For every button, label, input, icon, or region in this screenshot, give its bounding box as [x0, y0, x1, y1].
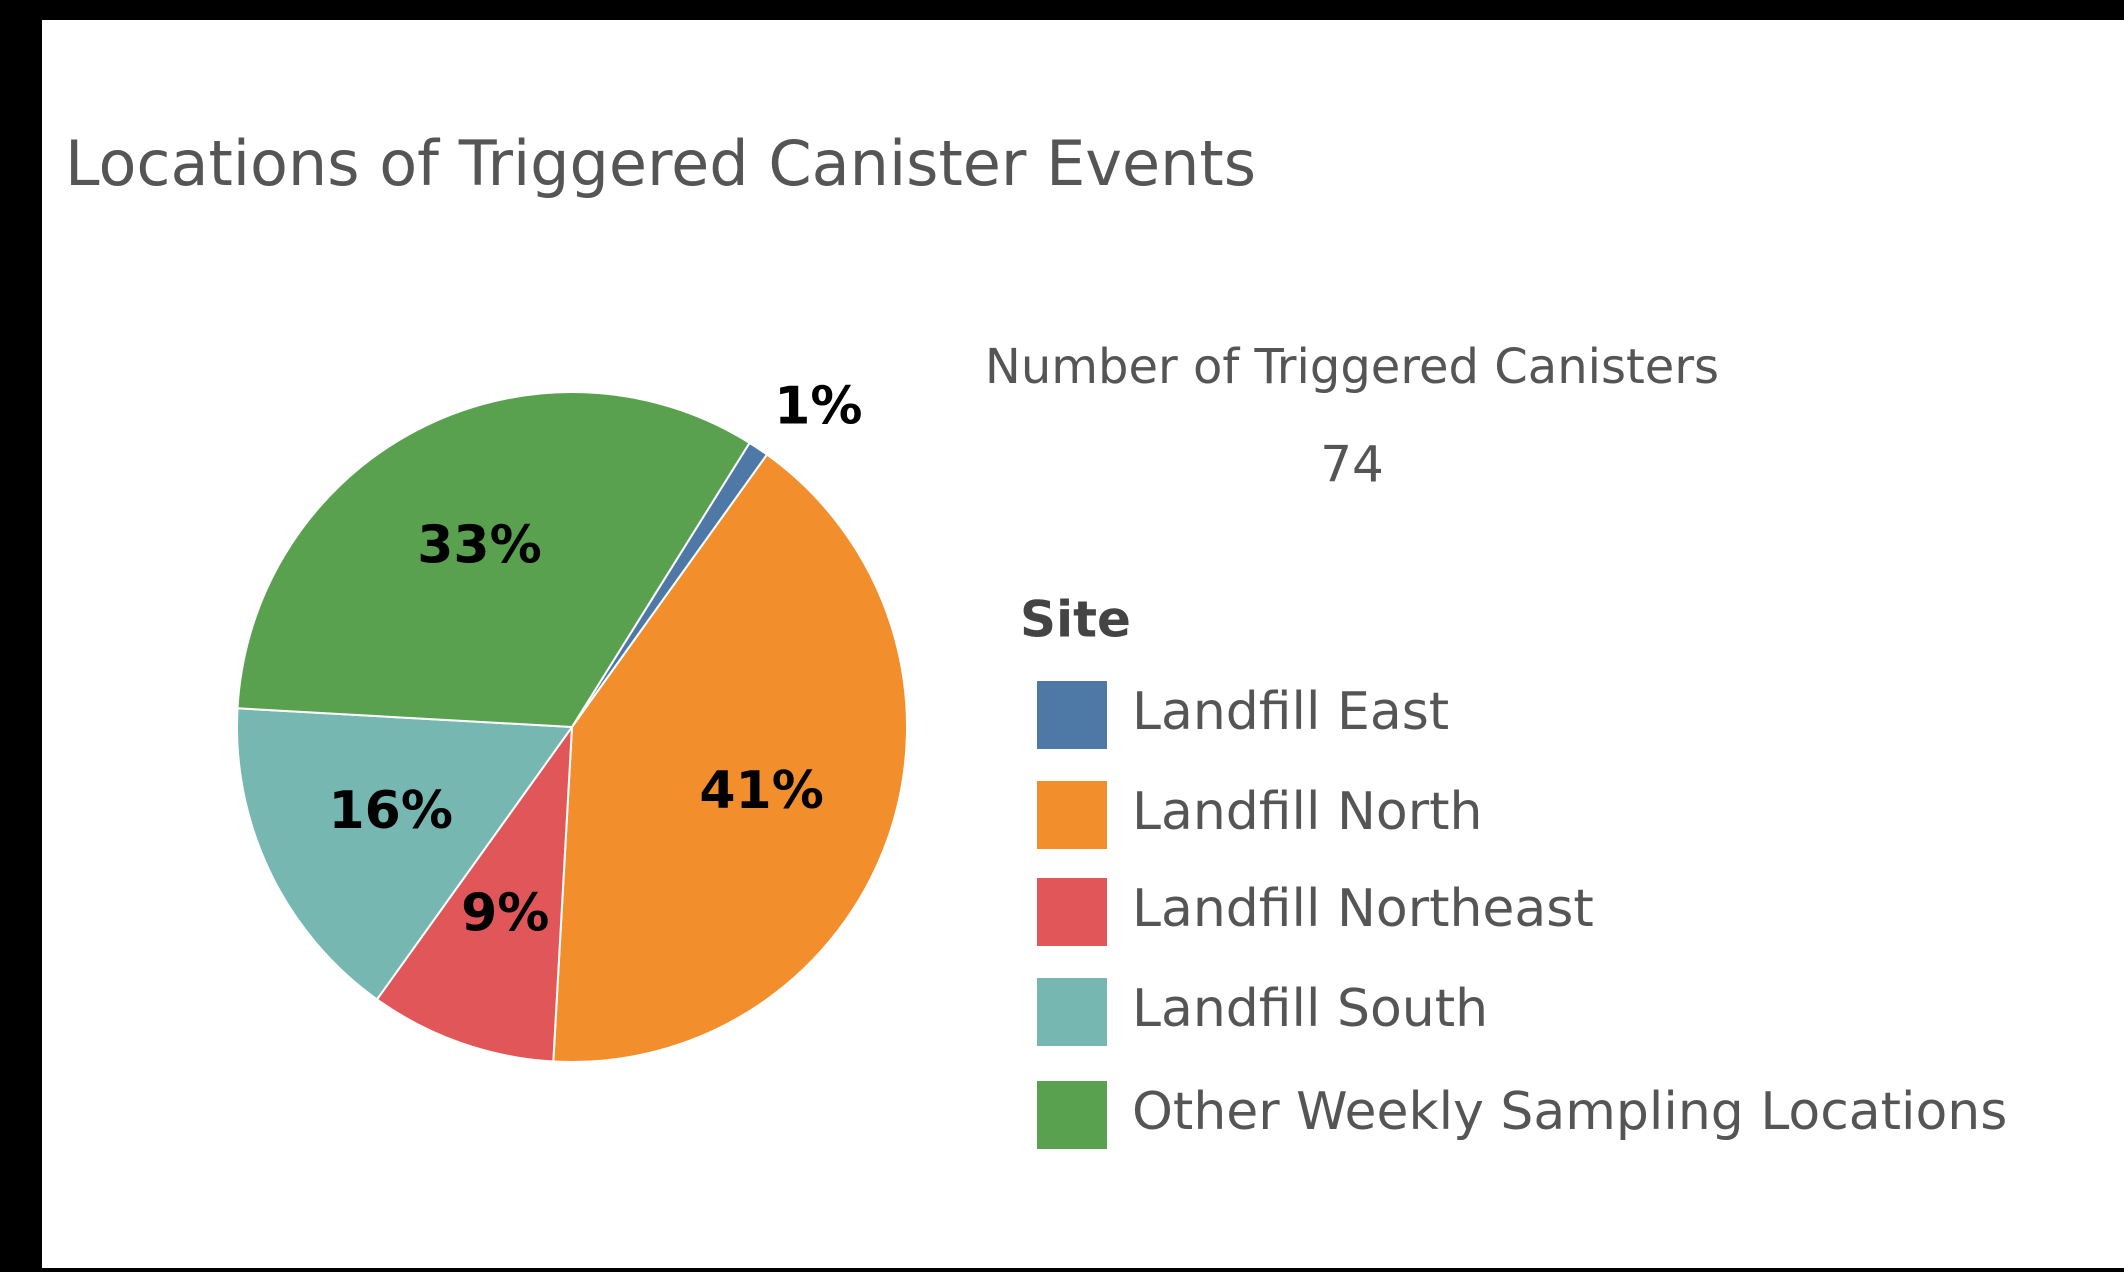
kpi-value: 74: [1320, 436, 1384, 494]
data-label: 1%: [774, 376, 862, 436]
pie-slice: [236, 707, 574, 1001]
pie-slice: [236, 391, 751, 729]
legend-title: Site: [1020, 591, 1131, 649]
data-label: 16%: [328, 781, 452, 841]
legend-label: Landfill East: [1132, 682, 1449, 742]
legend-label: Other Weekly Sampling Locations: [1132, 1082, 2007, 1142]
pie-slice: [375, 723, 574, 1063]
kpi-label: Number of Triggered Canisters: [985, 339, 1719, 395]
legend-swatch: [1037, 781, 1107, 849]
legend-label: Landfill North: [1132, 782, 1482, 842]
data-label: 9%: [461, 884, 549, 944]
data-label: 33%: [417, 516, 541, 576]
legend-swatch: [1037, 878, 1107, 946]
chart-title: Locations of Triggered Canister Events: [65, 127, 1256, 200]
pie-slice: [552, 453, 909, 1063]
legend-swatch: [1037, 681, 1107, 749]
legend-swatch: [1037, 978, 1107, 1046]
data-label: 41%: [699, 761, 823, 821]
legend-swatch: [1037, 1081, 1107, 1149]
legend-label: Landfill Northeast: [1132, 879, 1594, 939]
legend-label: Landfill South: [1132, 979, 1488, 1039]
